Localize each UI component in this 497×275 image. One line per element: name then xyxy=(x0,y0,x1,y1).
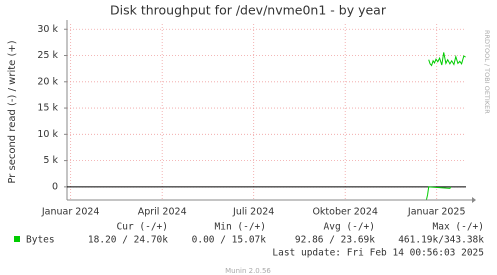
chart-title: Disk throughput for /dev/nvme0n1 - by ye… xyxy=(110,3,387,18)
y-tick-label: 5 k xyxy=(43,155,58,166)
legend-header: Avg (-/+) xyxy=(324,222,375,233)
data-line xyxy=(426,186,452,200)
legend-header: Max (-/+) xyxy=(433,222,484,233)
x-tick-label: April 2024 xyxy=(138,207,187,218)
y-tick-label: 20 k xyxy=(37,76,58,87)
legend-value: 0.00 / 15.07k xyxy=(192,235,267,246)
watermark: RRDTOOL / TOBI OETIKER xyxy=(483,30,491,114)
y-tick-label: 30 k xyxy=(37,24,58,35)
y-axis-label: Pr second read (-) / write (+) xyxy=(7,40,18,183)
legend-header: Min (-/+) xyxy=(215,222,266,233)
legend-value: 18.20 / 24.70k xyxy=(88,235,168,246)
legend-name: Bytes xyxy=(26,235,55,246)
axis-arrow xyxy=(472,197,476,203)
x-tick-label: Januar 2024 xyxy=(41,207,100,218)
y-tick-label: 10 k xyxy=(37,129,58,140)
y-tick-label: 25 k xyxy=(37,50,58,61)
footer: Munin 2.0.56 xyxy=(225,267,271,275)
x-tick-label: Oktober 2024 xyxy=(312,207,378,218)
x-tick-label: Juli 2024 xyxy=(232,207,274,218)
legend-value: 461.19k/343.38k xyxy=(398,235,484,246)
y-tick-label: 0 xyxy=(52,181,58,192)
legend-swatch xyxy=(14,236,20,242)
data-line xyxy=(428,52,466,67)
legend-value: 92.86 / 23.69k xyxy=(295,235,375,246)
legend-header: Cur (-/+) xyxy=(117,222,168,233)
last-update: Last update: Fri Feb 14 00:56:03 2025 xyxy=(272,248,484,259)
x-tick-label: Januar 2025 xyxy=(407,207,466,218)
y-tick-label: 15 k xyxy=(37,103,58,114)
